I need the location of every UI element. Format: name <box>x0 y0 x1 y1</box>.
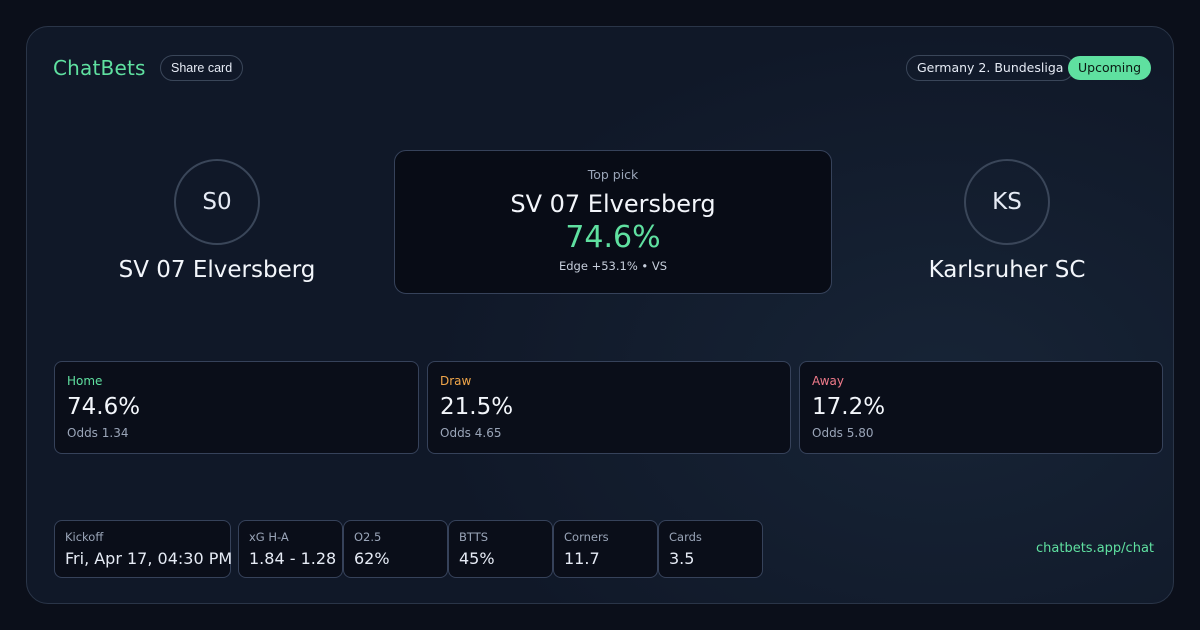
stat-value: Fri, Apr 17, 04:30 PM <box>65 549 233 568</box>
share-card: ChatBets Share card Germany 2. Bundeslig… <box>26 26 1174 604</box>
stat-value: 1.84 - 1.28 <box>249 549 337 568</box>
home-probability-label: Home <box>67 374 103 388</box>
draw-probability-label: Draw <box>440 374 472 388</box>
stat-btts: BTTS 45% <box>448 520 553 578</box>
chat-link[interactable]: chatbets.app/chat <box>1036 541 1155 556</box>
home-probability-card: Home 74.6% Odds 1.34 <box>54 361 419 454</box>
stat-value: 11.7 <box>564 549 600 568</box>
stat-value: 62% <box>354 549 390 568</box>
home-team-avatar: S0 <box>174 159 260 245</box>
stat-value: 3.5 <box>669 549 695 568</box>
stat-cards: Cards 3.5 <box>658 520 763 578</box>
stat-label: Corners <box>564 530 609 544</box>
brand-logo[interactable]: ChatBets <box>53 56 146 80</box>
away-team-name: Karlsruher SC <box>928 257 1086 283</box>
stat-label: Cards <box>669 530 702 544</box>
stat-label: Kickoff <box>65 530 104 544</box>
stat-kickoff: Kickoff Fri, Apr 17, 04:30 PM <box>54 520 233 578</box>
top-pick-probability: 74.6% <box>565 220 661 255</box>
stat-xg: xG H-A 1.84 - 1.28 <box>238 520 343 578</box>
away-probability-value: 17.2% <box>812 394 886 420</box>
home-team-name: SV 07 Elversberg <box>118 257 316 283</box>
away-team: KS Karlsruher SC <box>857 159 1157 283</box>
top-pick-label: Top pick <box>587 167 639 182</box>
draw-probability-value: 21.5% <box>440 394 514 420</box>
stat-corners: Corners 11.7 <box>553 520 658 578</box>
status-badge: Upcoming <box>1068 56 1152 80</box>
stat-over-2-5: O2.5 62% <box>343 520 448 578</box>
stat-label: BTTS <box>459 530 489 544</box>
stat-label: O2.5 <box>354 530 382 544</box>
league-badge: Germany 2. Bundesliga <box>906 55 1075 81</box>
share-card-button[interactable]: Share card <box>160 55 244 81</box>
draw-probability-card: Draw 21.5% Odds 4.65 <box>427 361 791 454</box>
top-pick-panel: Top pick SV 07 Elversberg 74.6% Edge +53… <box>394 150 832 294</box>
stat-label: xG H-A <box>249 530 289 544</box>
draw-odds: Odds 4.65 <box>440 426 502 440</box>
away-odds: Odds 5.80 <box>812 426 874 440</box>
home-odds: Odds 1.34 <box>67 426 129 440</box>
stat-value: 45% <box>459 549 495 568</box>
away-team-avatar: KS <box>964 159 1050 245</box>
home-team: S0 SV 07 Elversberg <box>67 159 367 283</box>
away-probability-label: Away <box>812 374 844 388</box>
top-pick-edge: Edge +53.1% • VS <box>558 259 668 273</box>
home-probability-value: 74.6% <box>67 394 141 420</box>
away-probability-card: Away 17.2% Odds 5.80 <box>799 361 1163 454</box>
top-pick-team: SV 07 Elversberg <box>510 190 716 218</box>
